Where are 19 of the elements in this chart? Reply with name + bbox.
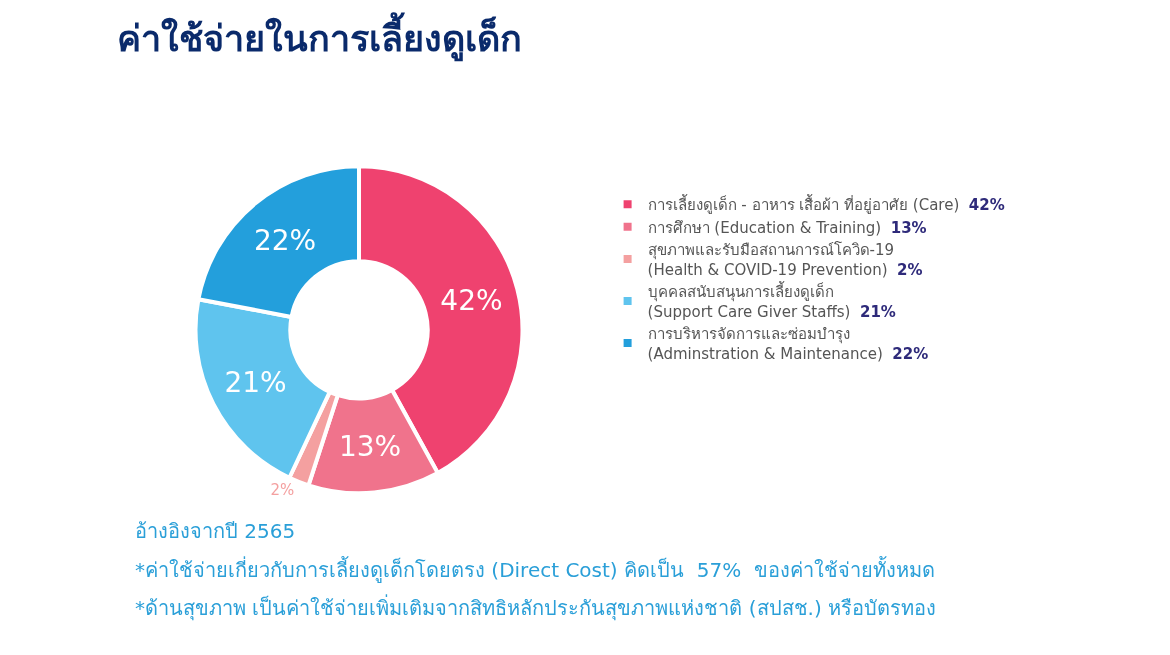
text: อ้างอิงจากปี 2565 (135, 519, 296, 543)
chart-title: ค่าใช้จ่ายในการเลี้ยงดูเด็ก (117, 12, 522, 63)
data-label: 22% (253, 223, 317, 257)
legend-label: บุคคลสนับสนุนการเลี้ยงดูเด็ก (Support Care Giver Staffs) (647, 281, 851, 321)
data-label: 2% (270, 480, 295, 499)
legend-label: การบริหารจัดการและซ่อมบำรุง (Adminstration & Maintenance) (647, 325, 883, 363)
legend-label: สุขภาพและรับมือสถานการณ์โควิด-19 (Health & COVID-19 Prevention) (647, 241, 895, 279)
data-label: 13% (338, 429, 402, 463)
text: 42% (968, 196, 1005, 215)
text: *ค่าใช้จ่ายเกี่ยวกับการเลี้ยงดูเด็กโดยตรง (Direct Cost) คิดเป็น 57% ของค่าใช้จ่ายทั้งหมด (135, 556, 935, 583)
legend-label: การเลี้ยงดูเด็ก - อาหาร เสื้อผ้า ที่อยู่อาศัย (Care) (647, 196, 960, 215)
text: 2% (897, 260, 923, 279)
text: 21% (859, 302, 896, 321)
text: *ด้านสุขภาพ เป็นค่าใช้จ่ายเพิ่มเติมจากสิทธิหลักประกันสุขภาพแห่งชาติ (สปสช.) หรือบัตรทอง (135, 594, 937, 621)
legend-label: การศึกษา (Education & Training) (647, 218, 882, 237)
data-label: 21% (224, 366, 287, 399)
text: 22% (892, 344, 929, 363)
data-label: 42% (440, 284, 503, 318)
text: 13% (890, 218, 927, 237)
